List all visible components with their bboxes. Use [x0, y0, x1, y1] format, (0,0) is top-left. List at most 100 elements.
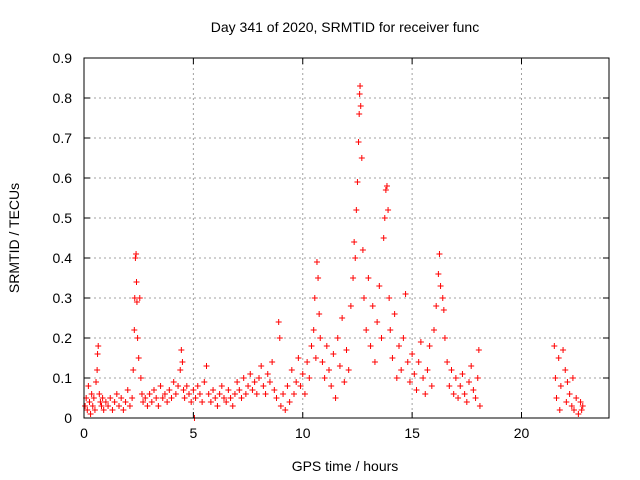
data-point: [553, 395, 560, 401]
data-point: [426, 343, 433, 349]
data-point: [84, 407, 91, 413]
data-point: [472, 395, 479, 401]
data-point: [116, 403, 122, 409]
data-point: [227, 395, 234, 401]
data-point: [282, 407, 289, 413]
data-point: [387, 327, 394, 333]
data-point: [404, 359, 411, 365]
x-tick-label: 10: [295, 425, 311, 441]
data-point: [345, 367, 352, 373]
data-point: [242, 391, 249, 397]
data-point: [236, 387, 243, 393]
data-point: [301, 391, 308, 397]
y-tick-label: 0.2: [53, 330, 73, 346]
data-point: [299, 371, 306, 377]
data-point: [433, 303, 440, 309]
data-point: [579, 403, 586, 409]
x-tick-labels: 0 5 10 15 20: [80, 425, 529, 441]
data-point: [223, 399, 230, 405]
data-point: [234, 379, 241, 385]
data-point: [413, 387, 420, 393]
data-point: [376, 283, 383, 289]
data-point: [310, 327, 317, 333]
data-point: [131, 295, 138, 301]
data-point: [560, 347, 567, 353]
data-point: [251, 379, 258, 385]
data-point: [133, 279, 140, 285]
data-point: [359, 247, 366, 253]
data-point: [332, 395, 339, 401]
data-point: [205, 391, 212, 397]
data-point: [94, 351, 101, 357]
data-point: [225, 387, 232, 393]
data-point: [563, 399, 570, 405]
data-point: [231, 391, 238, 397]
data-point: [118, 395, 125, 401]
data-point: [94, 367, 101, 373]
data-point: [135, 355, 142, 361]
data-point: [269, 359, 276, 365]
data-point: [311, 295, 318, 301]
data-point: [264, 371, 271, 377]
data-point: [440, 307, 447, 313]
data-point: [130, 367, 137, 373]
data-point: [86, 399, 93, 405]
data-point: [578, 407, 585, 413]
data-point: [221, 395, 227, 401]
data-point: [131, 327, 138, 333]
data-point: [113, 391, 120, 397]
data-point: [575, 411, 582, 417]
data-point: [393, 375, 400, 381]
data-point: [95, 343, 102, 349]
data-point: [428, 383, 435, 389]
data-point: [556, 407, 563, 413]
data-point: [406, 379, 413, 385]
y-tick-label: 0.7: [53, 130, 73, 146]
x-axis-label: GPS time / hours: [292, 458, 399, 474]
data-point: [304, 359, 311, 365]
data-point: [144, 403, 151, 409]
data-point: [371, 359, 378, 365]
data-point: [87, 411, 94, 417]
data-point: [111, 399, 118, 405]
data-point: [288, 367, 295, 373]
data-point: [321, 375, 328, 381]
data-point: [316, 311, 323, 317]
data-point: [284, 383, 291, 389]
data-point: [573, 395, 580, 401]
data-point: [277, 403, 284, 409]
data-point: [468, 363, 475, 369]
data-point: [96, 391, 103, 397]
data-point: [417, 339, 424, 345]
data-point: [146, 391, 153, 397]
data-point: [474, 375, 481, 381]
data-point: [463, 399, 470, 405]
data-point: [153, 395, 160, 401]
data-point: [133, 299, 140, 305]
data-point: [207, 399, 214, 405]
data-point: [336, 363, 343, 369]
data-point: [380, 235, 387, 241]
data-point: [326, 367, 332, 373]
data-point: [98, 403, 105, 409]
data-point: [181, 395, 188, 401]
grid-lines: [84, 58, 609, 418]
data-point: [218, 383, 225, 389]
data-point: [102, 399, 109, 405]
data-point: [122, 399, 129, 405]
data-point: [155, 403, 162, 409]
data-point: [238, 395, 245, 401]
data-point: [201, 379, 208, 385]
data-point: [431, 327, 437, 333]
data-point: [420, 375, 427, 381]
data-point: [566, 391, 573, 397]
data-point: [361, 295, 367, 301]
data-point: [89, 403, 96, 409]
data-point: [203, 363, 210, 369]
data-point: [291, 391, 297, 397]
data-point: [273, 395, 280, 401]
data-point: [295, 355, 302, 361]
data-point: [120, 407, 127, 413]
data-point: [138, 391, 145, 397]
